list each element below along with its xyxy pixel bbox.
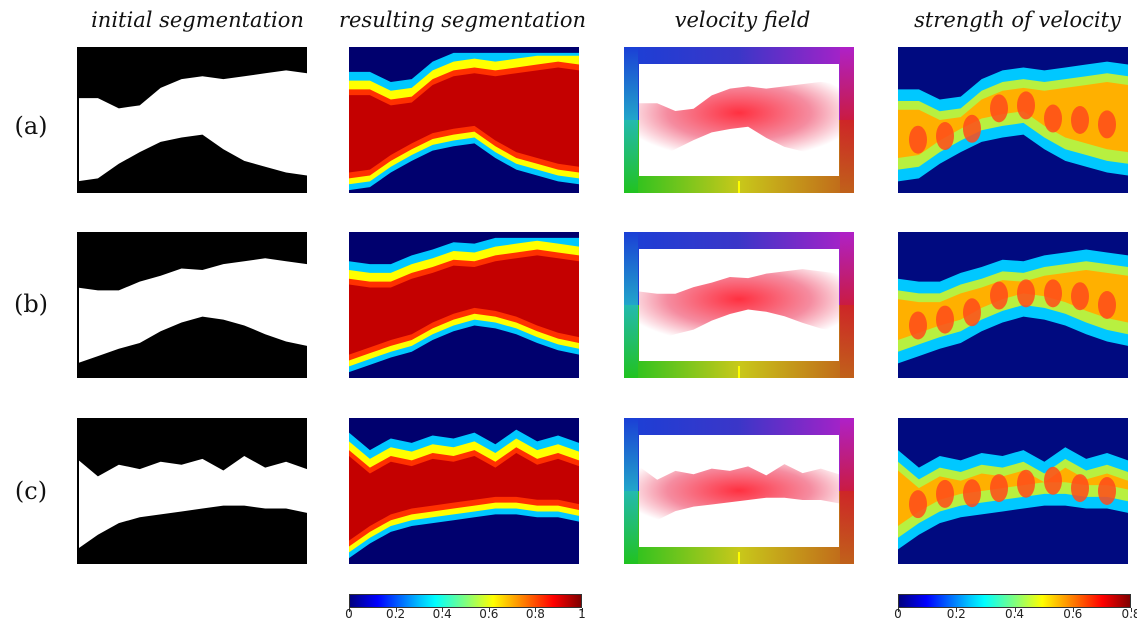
strength-of-velocity-c [898,418,1128,566]
velocity-colorbar [898,594,1131,608]
segmentation-colorbar-tick-mark [488,608,490,612]
strength-of-velocity-a [898,47,1128,195]
velocity-colorbar-tick-mark [1014,608,1016,612]
column-title-velocity-field: velocity field [674,8,811,32]
column-title-strength-of-velocity: strength of velocity [914,8,1121,32]
segmentation-colorbar-tick-label: 0.2 [386,607,406,621]
velocity-colorbar-tick-label: 0.6 [1063,607,1083,621]
segmentation-colorbar-tick-label: 0.8 [525,607,545,621]
velocity-colorbar-tick-label: 0.2 [946,607,966,621]
segmentation-colorbar-tick-label: 0.6 [479,607,499,621]
initial-segmentation-b [77,232,307,380]
row-label-a: (a) [14,112,48,140]
segmentation-colorbar-tick-mark [582,608,583,612]
velocity-field-a [624,47,854,195]
velocity-colorbar-tick-label: 0.8 [1121,607,1137,621]
segmentation-colorbar-tick-mark [349,608,350,612]
velocity-colorbar-tick-label: 0.4 [1004,607,1025,621]
velocity-colorbar-tick-mark [898,608,899,612]
resulting-segmentation-a [349,47,579,195]
column-title-initial-segmentation: initial segmentation [91,8,304,32]
segmentation-colorbar-tick-mark [395,608,397,612]
segmentation-colorbar [349,594,582,608]
velocity-colorbar-tick-label: 0 [894,607,902,621]
column-title-resulting-segmentation: resulting segmentation [338,8,587,32]
initial-segmentation-a [77,47,307,195]
velocity-colorbar-tick-mark [1072,608,1074,612]
segmentation-colorbar-tick-label: 0.4 [432,607,452,621]
velocity-colorbar-tick-mark [956,608,958,612]
initial-segmentation-c [77,418,307,566]
segmentation-colorbar-tick-label: 1 [578,607,586,621]
segmentation-colorbar-tick-label: 0 [345,607,353,621]
row-label-c: (c) [14,477,48,505]
velocity-field-c [624,418,854,566]
resulting-segmentation-c [349,418,579,566]
velocity-colorbar-tick-mark [1131,608,1132,612]
row-label-b: (b) [13,290,49,318]
resulting-segmentation-b [349,232,579,380]
segmentation-colorbar-tick-mark [442,608,444,612]
strength-of-velocity-b [898,232,1128,380]
velocity-field-b [624,232,854,380]
segmentation-colorbar-tick-mark [535,608,537,612]
